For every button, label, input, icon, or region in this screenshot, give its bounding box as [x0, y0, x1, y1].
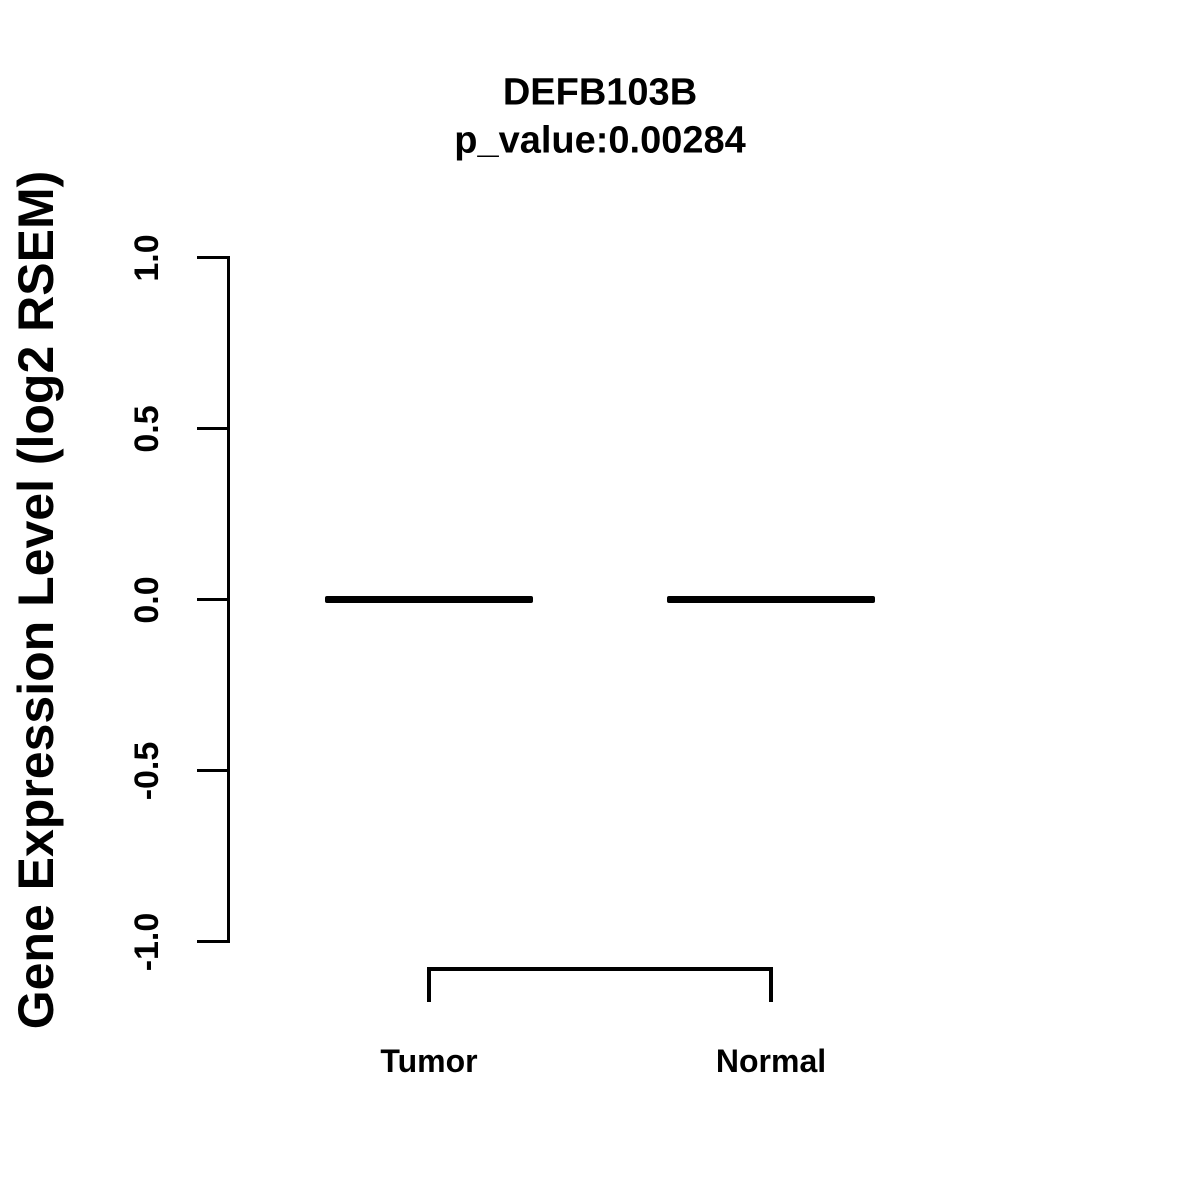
y-tick-label: 1.0 [128, 233, 166, 282]
y-tick-mark [197, 598, 227, 601]
y-tick-label: 0.5 [128, 404, 166, 453]
y-tick-label: -1.0 [128, 912, 166, 971]
y-tick-mark [197, 256, 227, 259]
y-tick-mark [197, 769, 227, 772]
y-tick-mark [197, 940, 227, 943]
comparison-bracket-right-drop [769, 967, 773, 1002]
chart-title: DEFB103B [502, 71, 698, 114]
comparison-bracket-top [427, 967, 773, 971]
x-label-normal: Normal [715, 1043, 827, 1079]
x-label-tumor: Tumor [380, 1043, 478, 1079]
y-axis-line [227, 256, 230, 943]
median-line-tumor [325, 596, 533, 603]
comparison-bracket-left-drop [427, 967, 431, 1002]
y-tick-label: 0.0 [128, 575, 166, 624]
y-tick-mark [197, 427, 227, 430]
chart-subtitle-pvalue: p_value:0.00284 [454, 119, 746, 162]
y-tick-label: -0.5 [128, 741, 166, 800]
median-line-normal [667, 596, 875, 603]
